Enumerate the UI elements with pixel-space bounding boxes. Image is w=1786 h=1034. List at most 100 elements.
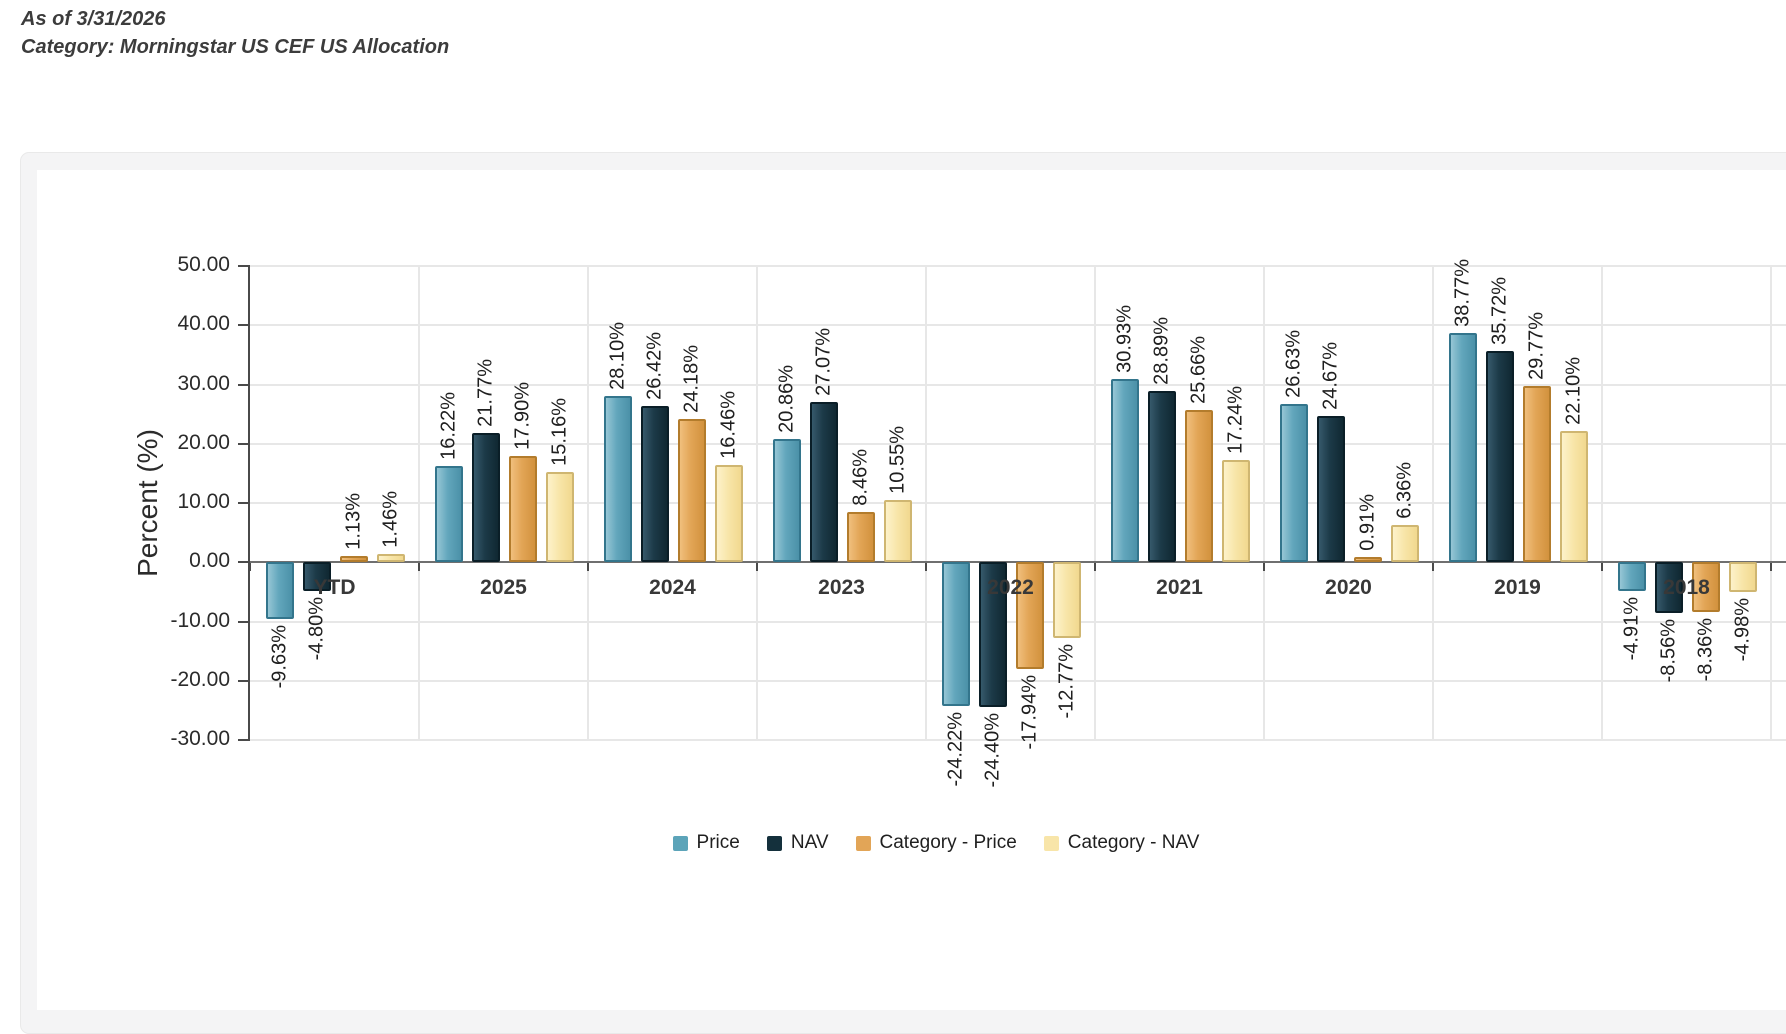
x-axis-tick (1263, 563, 1265, 571)
gridline-vertical (925, 266, 927, 740)
x-category-label: YTD (313, 576, 356, 599)
gridline-vertical (1094, 266, 1096, 740)
bar-price (1449, 333, 1477, 562)
bar-price (1280, 404, 1308, 562)
bar-chart: Percent (%) Price NAV Category - Price Cate… (37, 253, 1786, 854)
y-axis-tick (238, 265, 250, 267)
bar-value-label: 21.77% (474, 359, 497, 427)
x-category-label: 2019 (1494, 576, 1541, 599)
gridline-horizontal (250, 265, 1786, 267)
bar-category-nav (377, 554, 405, 562)
y-axis-tick (238, 384, 250, 386)
bar-value-label: -8.56% (1657, 619, 1680, 683)
chart-legend: Price NAV Category - Price Category - NAV (37, 832, 1786, 854)
bar-value-label: 15.16% (548, 398, 571, 466)
legend-swatch-nav (766, 835, 782, 851)
bar-value-label: 17.90% (511, 382, 534, 450)
x-axis-tick (756, 563, 758, 571)
y-tick-label: -20.00 (170, 668, 230, 691)
gridline-vertical (587, 266, 589, 740)
report-header: As of 3/31/2026 Category: Morningstar US… (21, 5, 449, 61)
bar-nav (1148, 391, 1176, 562)
legend-swatch-category-nav (1043, 835, 1059, 851)
x-axis-tick (587, 563, 589, 571)
bar-value-label: 8.46% (849, 449, 872, 506)
y-axis-tick (238, 739, 250, 741)
x-axis-tick (418, 563, 420, 571)
bar-nav (810, 402, 838, 562)
bar-nav (1486, 351, 1514, 562)
y-axis-tick (238, 561, 250, 563)
bar-value-label: -24.40% (981, 713, 1004, 788)
bar-category-nav (715, 465, 743, 562)
legend-swatch-price (672, 835, 688, 851)
x-axis-tick (1770, 563, 1772, 571)
legend-item-price[interactable]: Price (672, 832, 740, 854)
bar-price (435, 466, 463, 562)
gridline-horizontal (250, 384, 1786, 386)
bar-price (1618, 562, 1646, 591)
bar-value-label: 20.86% (775, 365, 798, 433)
legend-label: Category - NAV (1067, 832, 1200, 853)
gridline-vertical (418, 266, 420, 740)
bar-category-nav (1222, 460, 1250, 562)
x-category-label: 2018 (1663, 576, 1710, 599)
x-category-label: 2025 (480, 576, 527, 599)
bar-value-label: 28.10% (606, 322, 629, 390)
bar-category-nav (1560, 431, 1588, 562)
legend-item-category-price[interactable]: Category - Price (855, 832, 1017, 854)
bar-value-label: 1.46% (379, 491, 402, 548)
bar-value-label: -17.94% (1018, 675, 1041, 750)
gridline-vertical (1601, 266, 1603, 740)
x-axis-tick (1094, 563, 1096, 571)
bar-value-label: 10.55% (886, 426, 909, 494)
gridline-horizontal (250, 443, 1786, 445)
x-category-label: 2024 (649, 576, 696, 599)
bar-category-price (1523, 386, 1551, 562)
bar-value-label: 16.22% (437, 392, 460, 460)
gridline-vertical (756, 266, 758, 740)
gridline-horizontal (250, 324, 1786, 326)
gridline-horizontal (250, 680, 1786, 682)
bar-value-label: -9.63% (268, 625, 291, 689)
x-axis-tick (1432, 563, 1434, 571)
legend-item-category-nav[interactable]: Category - NAV (1043, 832, 1200, 854)
bar-value-label: -12.77% (1055, 644, 1078, 719)
gridline-vertical (1263, 266, 1265, 740)
bar-nav (472, 433, 500, 562)
bar-nav (1317, 416, 1345, 562)
bar-price (1111, 379, 1139, 562)
as-of-date: As of 3/31/2026 (21, 8, 166, 30)
y-axis-tick (238, 443, 250, 445)
bar-nav (979, 562, 1007, 707)
y-axis-tick (238, 680, 250, 682)
bar-category-nav (1729, 562, 1757, 592)
bar-price (604, 396, 632, 562)
bar-value-label: -24.22% (944, 712, 967, 787)
bar-value-label: -4.98% (1731, 598, 1754, 662)
legend-item-nav[interactable]: NAV (766, 832, 829, 854)
bar-category-price (678, 419, 706, 562)
y-tick-label: 30.00 (177, 372, 230, 395)
x-category-label: 2022 (987, 576, 1034, 599)
legend-swatch-category-price (855, 835, 871, 851)
gridline-vertical (1432, 266, 1434, 740)
bar-value-label: 17.24% (1224, 386, 1247, 454)
bar-value-label: 24.67% (1319, 342, 1342, 410)
bar-value-label: 25.66% (1187, 336, 1210, 404)
bar-category-price (847, 512, 875, 562)
x-category-label: 2021 (1156, 576, 1203, 599)
x-category-label: 2023 (818, 576, 865, 599)
bar-value-label: 6.36% (1393, 462, 1416, 519)
legend-label: Category - Price (879, 832, 1017, 853)
y-tick-label: 40.00 (177, 312, 230, 335)
bar-category-price (1016, 562, 1044, 669)
bar-category-price (509, 456, 537, 562)
gridline-vertical (1770, 266, 1772, 740)
bar-value-label: 26.63% (1282, 330, 1305, 398)
x-axis-tick (925, 563, 927, 571)
y-tick-label: 20.00 (177, 431, 230, 454)
gridline-horizontal (250, 502, 1786, 504)
bar-nav (303, 562, 331, 591)
bar-value-label: 28.89% (1150, 317, 1173, 385)
